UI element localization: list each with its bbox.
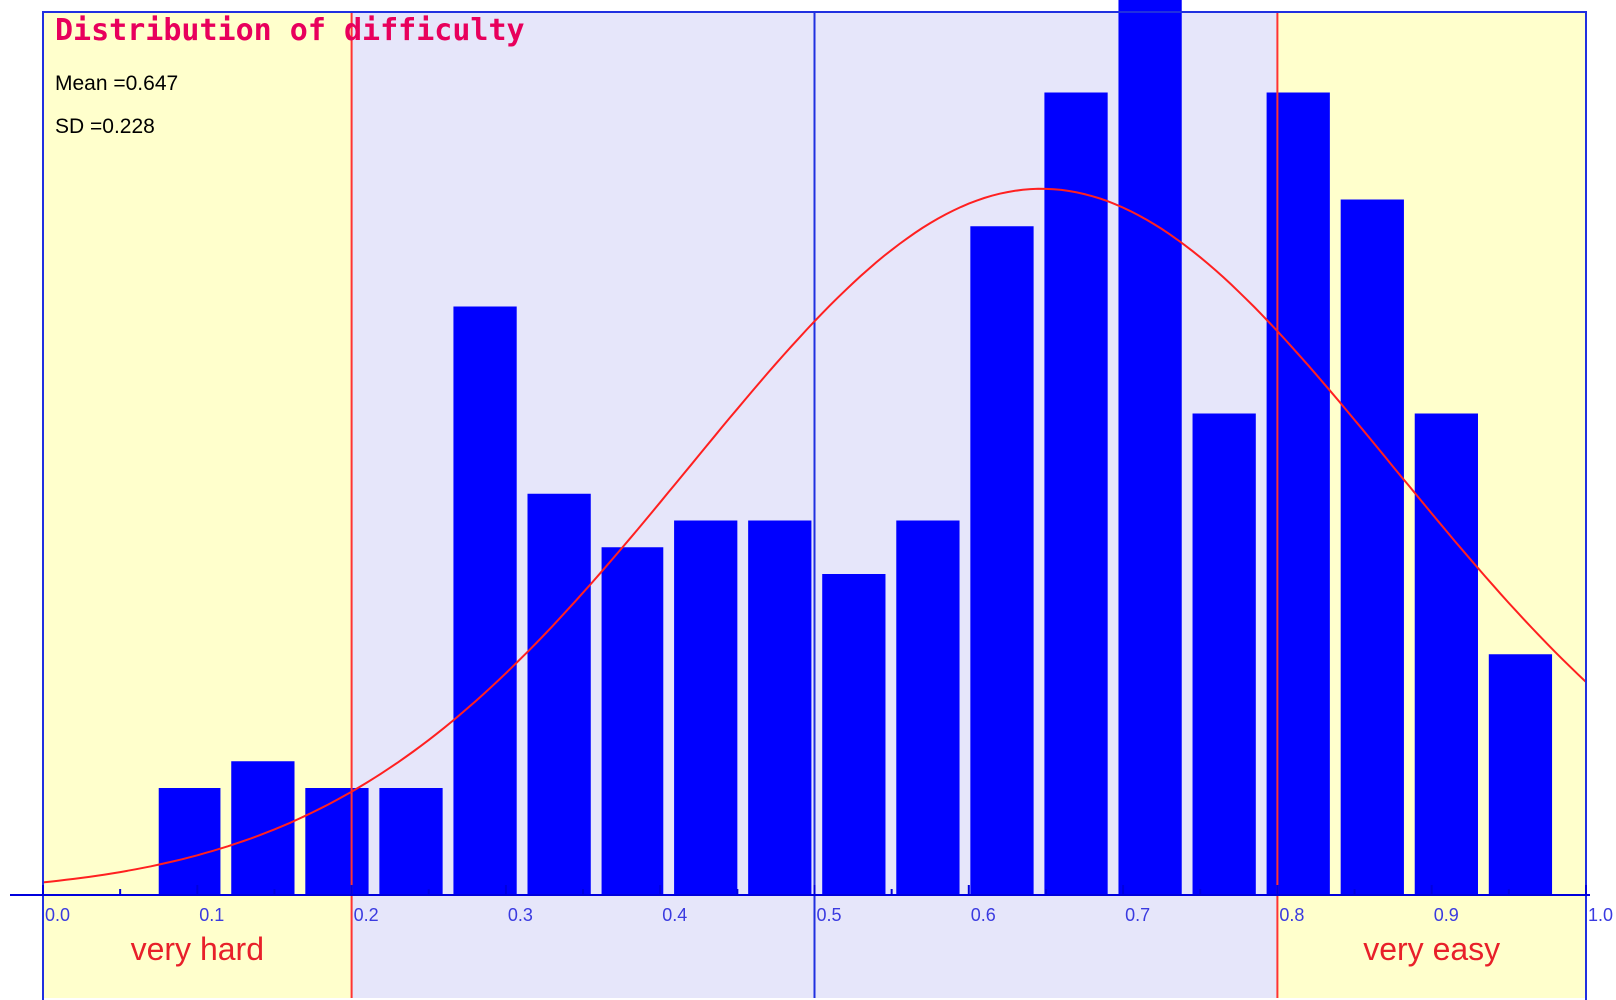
histogram-bars xyxy=(158,0,1553,895)
bar-10 xyxy=(896,520,960,895)
x-tick-label-5: 0.5 xyxy=(817,905,842,925)
bar-1 xyxy=(231,761,295,895)
bar-16 xyxy=(1340,199,1404,895)
reference-lines xyxy=(350,12,1279,998)
normal-curve xyxy=(42,187,1587,884)
chart-frame xyxy=(42,11,1587,1000)
x-tick-label-3: 0.3 xyxy=(508,905,533,925)
zone-labels: very hard very easy xyxy=(131,931,1501,967)
x-tick-label-10: 1.0 xyxy=(1588,905,1613,925)
x-tick-label-4: 0.4 xyxy=(662,905,687,925)
bar-18 xyxy=(1488,654,1553,895)
bar-5 xyxy=(527,493,591,895)
x-tick-label-7: 0.7 xyxy=(1125,905,1150,925)
bar-2 xyxy=(305,788,369,895)
bar-0 xyxy=(158,788,221,895)
x-tick-label-8: 0.8 xyxy=(1279,905,1304,925)
bar-3 xyxy=(379,788,443,895)
mean-stat: Mean =0.647 xyxy=(55,72,178,95)
x-tick-label-9: 0.9 xyxy=(1434,905,1459,925)
chart-title: Distribution of difficulty xyxy=(55,13,525,48)
x-axis-ticks: 0.0 0.1 0.2 0.3 0.4 0.5 0.6 0.7 0.8 0.9 1.0 xyxy=(42,885,1613,925)
x-tick-label-6: 0.6 xyxy=(971,905,996,925)
bar-13 xyxy=(1118,0,1182,895)
zone-label-0: very hard xyxy=(131,931,264,967)
bar-8 xyxy=(748,520,812,895)
x-tick-label-1: 0.1 xyxy=(199,905,224,925)
x-tick-label-0: 0.0 xyxy=(45,905,70,925)
bar-15 xyxy=(1266,92,1330,895)
zone-label-2: very easy xyxy=(1363,931,1500,967)
bar-7 xyxy=(674,520,738,895)
bar-6 xyxy=(601,547,664,895)
x-tick-label-2: 0.2 xyxy=(354,905,379,925)
bar-14 xyxy=(1192,413,1256,895)
sd-stat: SD =0.228 xyxy=(55,115,155,138)
bar-12 xyxy=(1044,92,1108,895)
bar-4 xyxy=(453,306,517,895)
bar-17 xyxy=(1414,413,1478,895)
bar-9 xyxy=(822,574,886,895)
bar-11 xyxy=(970,226,1034,895)
